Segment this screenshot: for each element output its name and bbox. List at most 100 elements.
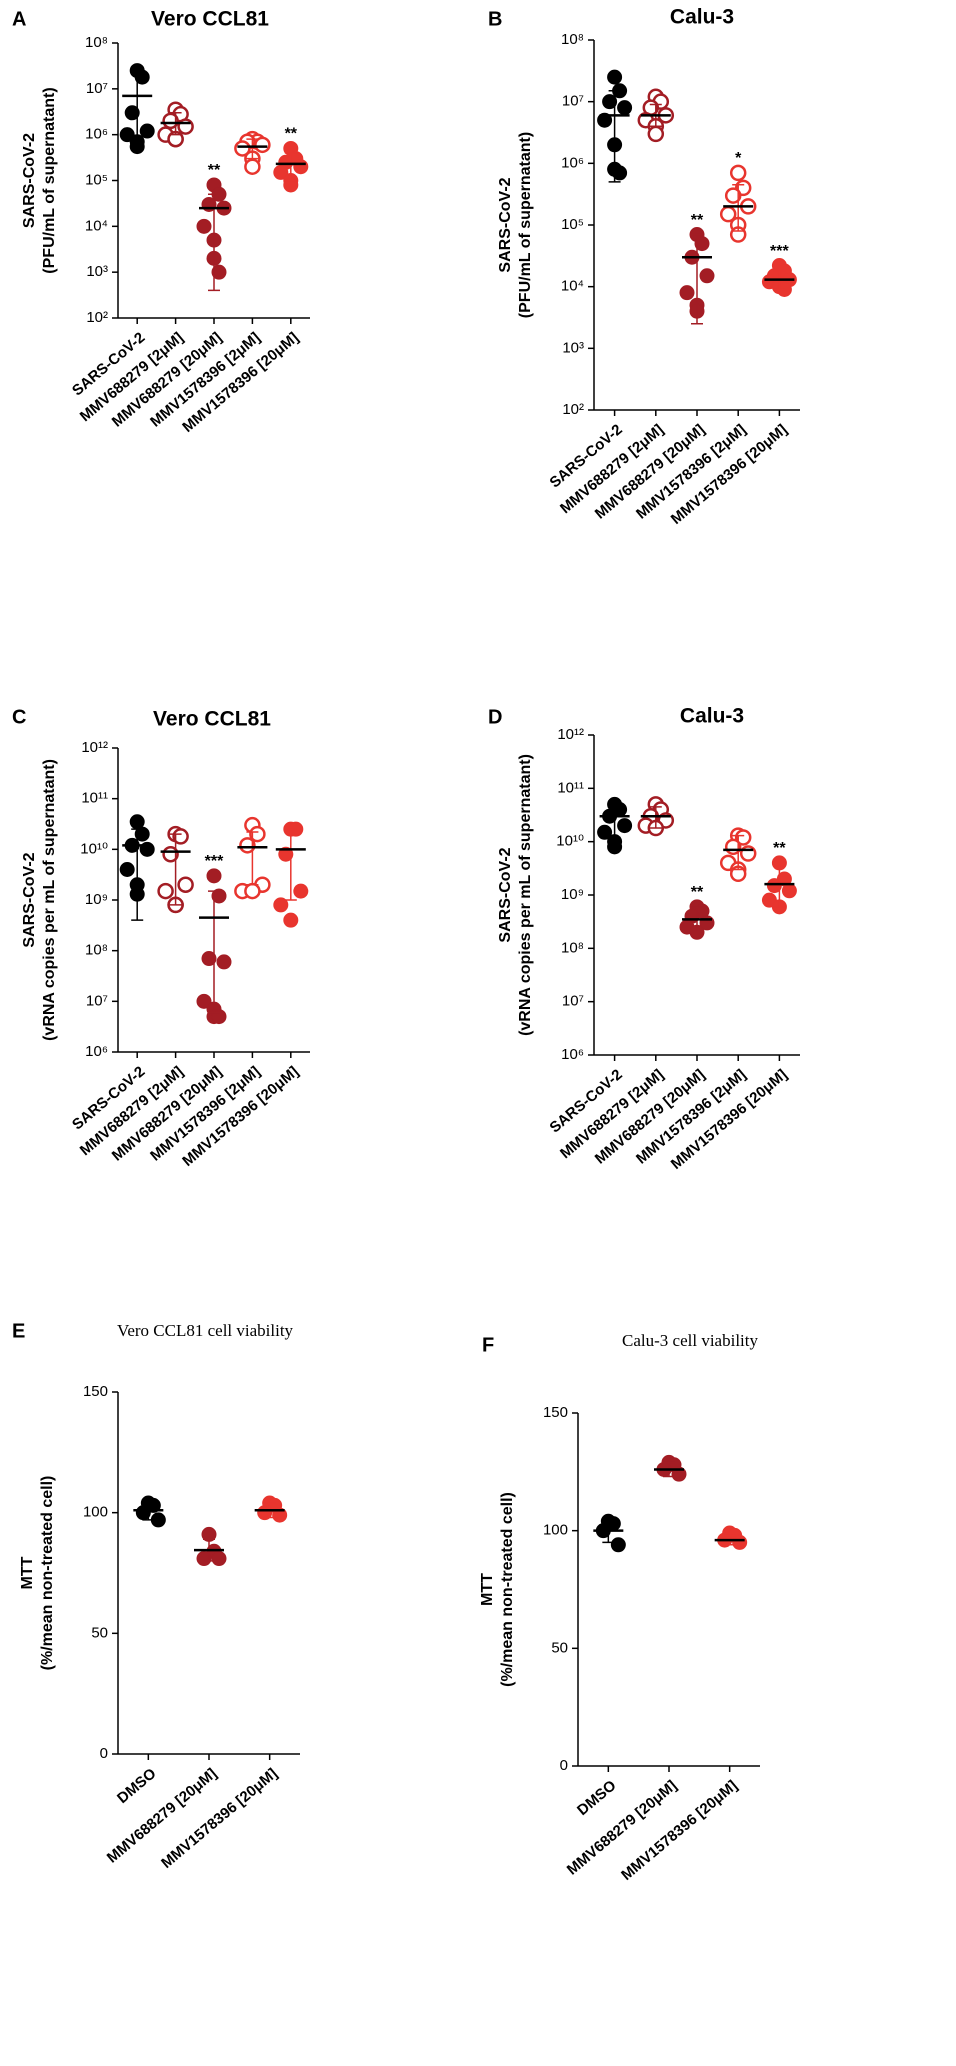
error-bar	[208, 193, 220, 292]
y-tick-label: 10⁸	[561, 31, 584, 48]
y-axis-label: (PFU/mL of supernatant)	[517, 132, 534, 318]
data-point	[617, 100, 633, 116]
data-point	[597, 824, 613, 840]
error-bar	[773, 865, 786, 908]
error-bar	[691, 233, 703, 325]
x-tick-label: DMSO	[114, 1765, 160, 1807]
data-point	[196, 1551, 212, 1567]
x-tick-label: MMV1578396 [20μM]	[618, 1777, 741, 1884]
y-tick-label: 10¹⁰	[556, 833, 584, 850]
significance: **	[773, 840, 786, 857]
significance: **	[691, 212, 704, 229]
data-point	[273, 164, 289, 180]
data-point	[254, 136, 271, 154]
y-tick-label: 10⁵	[561, 216, 584, 233]
data-point	[617, 818, 633, 834]
data-point	[119, 861, 135, 877]
data-point	[124, 105, 140, 121]
data-point	[766, 878, 782, 894]
y-tick-label: 10⁸	[561, 939, 584, 956]
data-point	[734, 829, 752, 846]
y-tick-label: 10¹⁰	[80, 840, 108, 857]
data-point	[679, 285, 695, 301]
data-point	[273, 897, 289, 913]
data-point	[729, 164, 747, 182]
data-point	[602, 94, 618, 110]
y-axis-label: SARS-CoV-2	[21, 852, 38, 947]
y-axis-label: SARS-CoV-2	[21, 133, 38, 228]
error-bar	[169, 833, 182, 906]
data-point	[177, 876, 194, 893]
significance: **	[285, 126, 298, 143]
y-tick-label: 150	[83, 1383, 108, 1400]
y-tick-label: 10⁶	[85, 1043, 108, 1060]
y-tick-label: 10⁴	[561, 278, 584, 295]
x-tick-label: DMSO	[574, 1777, 620, 1819]
data-point	[244, 158, 261, 175]
data-point	[196, 218, 212, 234]
data-point	[249, 825, 266, 843]
y-tick-label: 10⁷	[562, 993, 584, 1010]
y-tick-label: 10⁹	[85, 891, 108, 908]
y-tick-label: 10⁵	[85, 171, 108, 188]
data-point	[234, 140, 251, 157]
y-axis-label: SARS-CoV-2	[497, 847, 514, 942]
panel-letter: E	[12, 1320, 25, 1342]
data-point	[134, 826, 150, 842]
significance: **	[691, 884, 704, 901]
significance: **	[208, 162, 221, 179]
y-axis-label: SARS-CoV-2	[497, 177, 514, 272]
y-axis-label: MTT	[19, 1556, 36, 1589]
data-point	[293, 159, 309, 175]
y-axis-label: (vRNA copies per mL of supernatant)	[517, 754, 534, 1036]
y-tick-label: 10¹¹	[557, 779, 584, 796]
y-tick-label: 50	[91, 1624, 108, 1641]
error-bar	[608, 803, 621, 839]
y-tick-label: 150	[543, 1404, 568, 1421]
data-point	[206, 868, 222, 884]
chart-title: Vero CCL81	[153, 708, 271, 731]
data-point	[610, 1537, 626, 1553]
y-axis-label: (vRNA copies per mL of supernatant)	[41, 759, 58, 1041]
y-tick-label: 10⁷	[562, 93, 584, 110]
chart-title: Vero CCL81 cell viability	[117, 1321, 294, 1340]
error-bar	[608, 90, 621, 183]
panel-letter: C	[12, 706, 26, 728]
y-tick-label: 10⁷	[86, 80, 108, 97]
chart-title: Calu-3	[670, 6, 734, 29]
y-tick-label: 10⁸	[85, 942, 108, 959]
error-bar	[246, 831, 259, 886]
x-tick-label: MMV688279 [20μM]	[564, 1777, 680, 1878]
error-bar	[284, 152, 297, 182]
data-point	[162, 112, 179, 130]
y-tick-label: 100	[543, 1522, 568, 1539]
data-point	[211, 1551, 227, 1567]
data-point	[244, 882, 261, 900]
data-point	[172, 828, 189, 845]
y-tick-label: 50	[551, 1639, 568, 1656]
data-point	[157, 882, 174, 900]
y-tick-label: 10³	[562, 339, 584, 356]
data-point	[699, 268, 715, 284]
data-point	[781, 883, 797, 899]
y-axis-label: MTT	[479, 1573, 496, 1606]
data-point	[607, 69, 623, 85]
error-bar	[208, 890, 220, 1014]
chart-title: Calu-3 cell viability	[622, 1331, 758, 1350]
panel-letter: F	[482, 1334, 494, 1356]
y-tick-label: 10⁶	[561, 154, 584, 171]
data-point	[239, 837, 256, 854]
chart-title: Calu-3	[680, 705, 744, 728]
panel-letter: B	[488, 8, 502, 30]
error-bar	[131, 72, 144, 146]
data-point	[732, 1534, 748, 1550]
error-bar	[284, 828, 297, 901]
y-tick-label: 100	[83, 1504, 108, 1521]
data-point	[211, 264, 227, 280]
error-bar	[732, 834, 745, 871]
y-tick-label: 10¹¹	[81, 790, 108, 807]
significance: ***	[205, 853, 224, 870]
y-tick-label: 10¹²	[557, 726, 584, 743]
data-point	[196, 993, 212, 1009]
